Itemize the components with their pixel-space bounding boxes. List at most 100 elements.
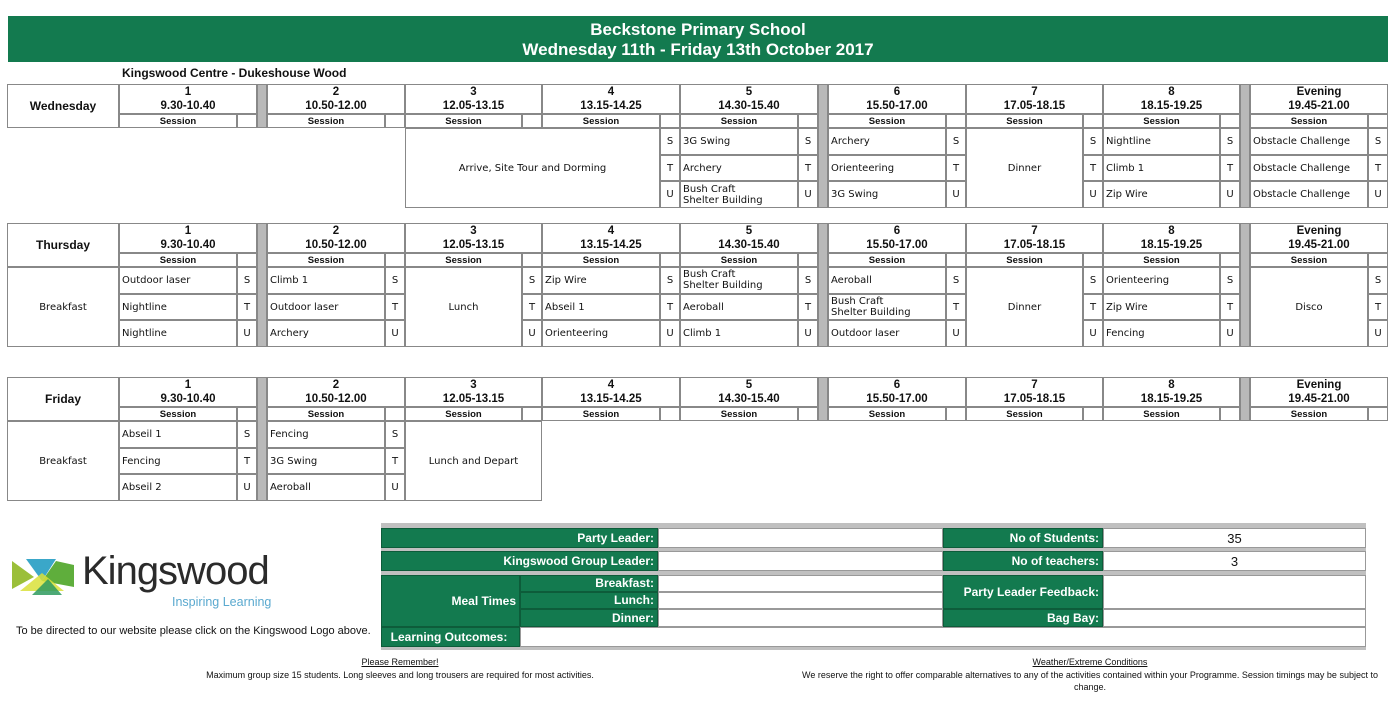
breakfast-field[interactable] [658, 575, 943, 592]
activity-cell[interactable]: Aeroball [267, 474, 385, 502]
party-leader-field[interactable] [658, 528, 943, 548]
activity-cell[interactable]: Obstacle Challenge [1250, 154, 1368, 182]
feedback-label: Party Leader Feedback: [943, 575, 1103, 609]
kingswood-logo[interactable]: Kingswood Inspiring Learning [12, 549, 287, 615]
group-leader-field[interactable] [658, 551, 943, 571]
session-label: Session [267, 114, 385, 128]
students-field[interactable]: 35 [1103, 528, 1366, 548]
session-label: Session [1250, 407, 1368, 421]
trip-dates: Wednesday 11th - Friday 13th October 201… [522, 40, 874, 59]
activity-cell[interactable]: Fencing [1103, 320, 1220, 348]
activity-cell[interactable]: Zip Wire [1103, 293, 1220, 321]
activity-cell[interactable]: Aeroball [828, 267, 946, 294]
school-name: Beckstone Primary School [590, 20, 806, 39]
session-number: 7 [1031, 225, 1038, 237]
merged-activity-cell: Lunch [405, 267, 522, 348]
session-label: Session [828, 407, 946, 421]
activity-cell[interactable]: 3G Swing [828, 181, 946, 209]
session-header: Evening 19.45-21.00 [1250, 84, 1388, 114]
activity-cell[interactable]: Nightline [119, 320, 237, 348]
session-label-spacer [237, 253, 257, 267]
activity-cell[interactable]: Zip Wire [1103, 181, 1220, 209]
activity-cell[interactable]: Climb 1 [1103, 154, 1220, 182]
column-divider [257, 223, 267, 348]
activity-cell[interactable]: Fencing [119, 447, 237, 475]
session-number: Evening [1296, 225, 1342, 237]
lunch-field[interactable] [658, 592, 943, 609]
activity-cell[interactable]: Orienteering [542, 320, 660, 348]
session-number: 1 [184, 225, 192, 237]
activity-cell[interactable]: 3G Swing [680, 128, 798, 155]
session-time: 14.30-15.40 [718, 393, 780, 405]
activity-cell[interactable]: Abseil 1 [119, 421, 237, 448]
group-letter-u: U [946, 181, 966, 209]
activity-cell[interactable]: Archery [267, 320, 385, 348]
activity-cell[interactable]: Climb 1 [267, 267, 385, 294]
column-divider [818, 377, 828, 421]
activity-cell[interactable]: Orienteering [828, 154, 946, 182]
group-letter-t: T [1220, 293, 1240, 321]
bag-bay-field[interactable] [1103, 609, 1366, 627]
title-banner: Beckstone Primary School Wednesday 11th … [8, 16, 1388, 62]
activity-cell[interactable]: Fencing [267, 421, 385, 448]
merged-activity-cell: Lunch and Depart [405, 421, 542, 502]
remember-note: Please Remember! Maximum group size 15 s… [150, 656, 650, 681]
session-label-spacer [946, 253, 966, 267]
students-label: No of Students: [943, 528, 1103, 548]
activity-cell[interactable]: Nightline [119, 293, 237, 321]
group-letter-t: T [1368, 154, 1388, 182]
column-divider [1240, 377, 1250, 421]
activity-cell[interactable]: Abseil 1 [542, 293, 660, 321]
activity-cell[interactable]: Obstacle Challenge [1250, 181, 1368, 209]
session-label: Session [119, 114, 237, 128]
session-header: 3 12.05-13.15 [405, 377, 542, 407]
session-label: Session [828, 114, 946, 128]
session-number: 3 [470, 379, 477, 391]
group-letter-s: S [385, 421, 405, 448]
logo-caption: To be directed to our website please cli… [16, 625, 371, 637]
activity-cell[interactable]: Bush Craft Shelter Building [680, 181, 798, 209]
teachers-label: No of teachers: [943, 551, 1103, 571]
group-letter-t: T [1083, 154, 1103, 182]
session-label: Session [680, 114, 798, 128]
group-letter-t: T [385, 447, 405, 475]
session-header: 6 15.50-17.00 [828, 84, 966, 114]
column-divider [1240, 223, 1250, 348]
group-letter-s: S [798, 267, 818, 294]
group-letter-u: U [798, 320, 818, 348]
group-leader-label: Kingswood Group Leader: [381, 551, 658, 571]
activity-cell[interactable]: Bush Craft Shelter Building [680, 267, 798, 294]
group-letter-s: S [660, 267, 680, 294]
session-number: 8 [1168, 225, 1175, 237]
remember-text: Maximum group size 15 students. Long sle… [206, 669, 594, 680]
activity-cell[interactable]: Abseil 2 [119, 474, 237, 502]
feedback-field[interactable] [1103, 575, 1366, 609]
session-label-spacer [237, 407, 257, 421]
activity-cell[interactable]: Obstacle Challenge [1250, 128, 1368, 155]
activity-cell[interactable]: Climb 1 [680, 320, 798, 348]
activity-cell[interactable]: Aeroball [680, 293, 798, 321]
dinner-field[interactable] [658, 609, 943, 627]
session-label-spacer [385, 253, 405, 267]
session-number: 6 [893, 225, 901, 237]
activity-cell[interactable]: Archery [680, 154, 798, 182]
activity-cell[interactable]: 3G Swing [267, 447, 385, 475]
activity-cell[interactable]: Bush Craft Shelter Building [828, 293, 946, 321]
activity-cell[interactable]: Orienteering [1103, 267, 1220, 294]
column-divider [818, 84, 828, 209]
session-label-spacer [1083, 253, 1103, 267]
session-label: Session [405, 253, 522, 267]
session-time: 10.50-12.00 [305, 239, 367, 251]
logo-tagline: Inspiring Learning [172, 595, 272, 609]
teachers-field[interactable]: 3 [1103, 551, 1366, 571]
session-number: 4 [607, 86, 615, 98]
activity-cell[interactable]: Nightline [1103, 128, 1220, 155]
activity-cell[interactable]: Outdoor laser [119, 267, 237, 294]
session-label-spacer [522, 407, 542, 421]
activity-cell[interactable]: Zip Wire [542, 267, 660, 294]
session-label-spacer [660, 253, 680, 267]
activity-cell[interactable]: Archery [828, 128, 946, 155]
learning-outcomes-field[interactable] [520, 627, 1366, 647]
activity-cell[interactable]: Outdoor laser [267, 293, 385, 321]
activity-cell[interactable]: Outdoor laser [828, 320, 946, 348]
